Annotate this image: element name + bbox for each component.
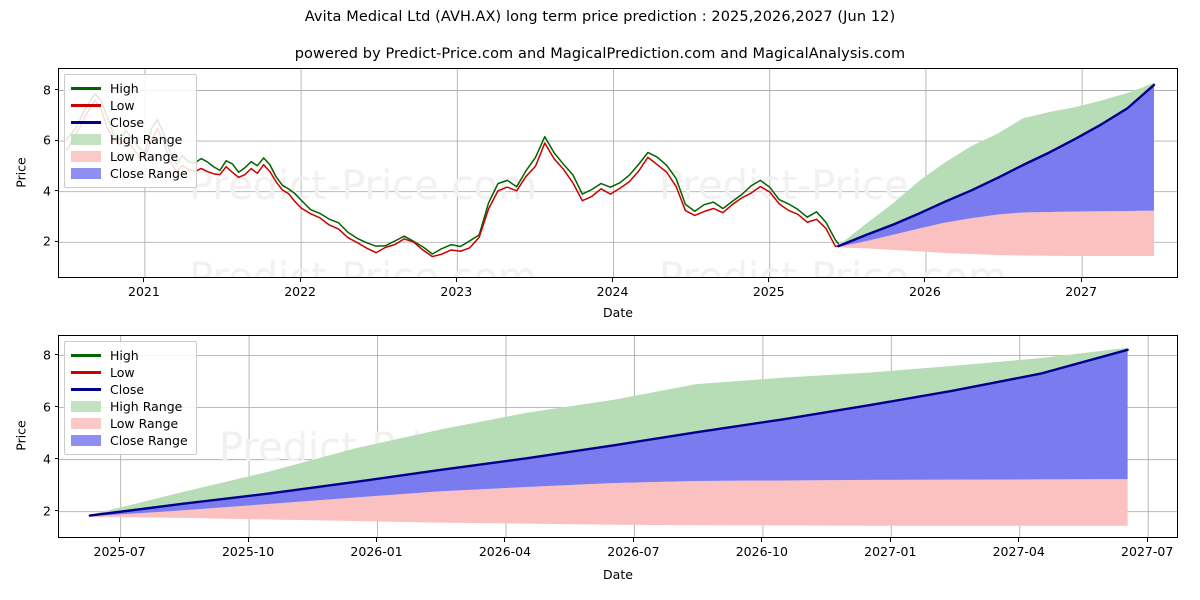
legend-item-low-range: Low Range [71, 148, 188, 165]
legend-item-close: Close [71, 114, 188, 131]
x-tick-label: 2027-04 [992, 544, 1045, 559]
x-tick-mark [889, 538, 891, 542]
legend-swatch-low-range-icon [71, 418, 101, 429]
legend-label: High Range [110, 132, 183, 147]
legend-label: High [110, 348, 139, 363]
x-tick-mark [455, 278, 457, 282]
y-tick-label: 6 [43, 132, 51, 148]
x-tick-label: 2024 [596, 284, 629, 299]
x-tick-mark [143, 278, 145, 282]
x-tick-label: 2026 [909, 284, 941, 299]
x-tick-label: 2022 [284, 284, 317, 299]
legend-label: High [110, 81, 139, 96]
legend-label: Low [110, 365, 135, 380]
legend-item-high: High [71, 347, 188, 364]
x-tick-mark [376, 538, 378, 542]
x-tick-mark [299, 278, 301, 282]
x-tick-label: 2025-10 [221, 544, 275, 559]
legend-item-close-range: Close Range [71, 432, 188, 449]
x-tick-label: 2026-07 [607, 544, 660, 559]
page-subtitle: powered by Predict-Price.com and Magical… [294, 46, 906, 62]
x-tick-label: 2027-01 [864, 544, 917, 559]
legend-label: Close [110, 115, 145, 130]
y-tick-mark [54, 458, 58, 460]
legend-swatch-low-icon [71, 371, 101, 374]
x-tick-label: 2026-04 [478, 544, 532, 559]
x-tick-label: 2027 [1065, 284, 1098, 299]
y-tick-mark [54, 510, 58, 512]
legend-label: Close Range [110, 433, 188, 448]
y-tick-label: 4 [43, 183, 51, 199]
svg-text:Predict-Price.com: Predict-Price.com [189, 163, 537, 209]
y-tick-mark [54, 89, 58, 90]
svg-text:Predict-Price.com: Predict-Price.com [659, 255, 1007, 278]
legend-label: Close Range [110, 166, 188, 181]
chart-top-plot-area: Predict-Price.com Predict-Price.com Predic… [58, 68, 1178, 278]
legend-item-low: Low [71, 97, 188, 114]
x-tick-mark [1018, 538, 1020, 542]
x-tick-mark [612, 278, 614, 282]
legend-item-close: Close [71, 381, 188, 398]
legend-swatch-close-icon [71, 121, 101, 124]
legend-label: High Range [110, 399, 183, 414]
x-tick-label: 2023 [440, 284, 473, 299]
chart-top-legend: High Low Close High Range Low Range Close Ran… [64, 74, 197, 188]
x-tick-mark [1080, 278, 1082, 282]
legend-swatch-high-range-icon [71, 401, 101, 412]
legend-item-high: High [71, 80, 188, 97]
x-tick-mark [761, 538, 763, 542]
legend-item-high-range: High Range [71, 398, 188, 415]
x-tick-mark [247, 538, 249, 542]
y-tick-label: 6 [43, 399, 51, 415]
page-title: Avita Medical Ltd (AVH.AX) long term pri… [304, 9, 896, 25]
y-tick-label: 8 [43, 82, 51, 97]
x-tick-label: 2027-07 [1121, 544, 1174, 559]
y-tick-label: 2 [43, 503, 51, 519]
legend-swatch-close-range-icon [71, 168, 101, 179]
chart-bottom-x-axis-label: Date [603, 567, 633, 582]
x-tick-label: 2026-01 [350, 544, 403, 559]
legend-swatch-high-icon [71, 87, 101, 90]
legend-swatch-high-range-icon [71, 134, 101, 145]
y-tick-mark [54, 139, 58, 141]
y-tick-mark [54, 406, 58, 408]
legend-swatch-high-icon [71, 354, 101, 357]
y-tick-label: 2 [43, 233, 51, 249]
legend-swatch-low-range-icon [71, 151, 101, 162]
y-tick-label: 8 [43, 347, 51, 363]
legend-item-low-range: Low Range [71, 415, 188, 432]
chart-bottom-legend: High Low Close High Range Low Range Close Ran… [64, 341, 197, 455]
legend-label: Close [110, 382, 145, 397]
x-tick-mark [119, 538, 121, 542]
x-tick-label: 2026-10 [735, 544, 788, 559]
legend-swatch-close-range-icon [71, 435, 101, 446]
x-tick-mark [632, 538, 634, 542]
y-tick-mark [54, 354, 58, 356]
legend-label: Low Range [110, 416, 179, 431]
y-tick-mark [54, 240, 58, 242]
legend-label: Low [110, 98, 135, 113]
x-tick-mark [768, 278, 770, 282]
x-tick-mark [504, 538, 506, 542]
x-tick-label: 2021 [128, 284, 160, 299]
x-tick-label: 2025-07 [93, 544, 146, 559]
x-tick-mark [1146, 538, 1148, 542]
svg-text:Predict-Price.com: Predict-Price.com [189, 255, 537, 278]
x-tick-label: 2025 [752, 284, 785, 299]
legend-item-close-range: Close Range [71, 165, 188, 182]
x-tick-mark [924, 278, 926, 282]
legend-item-low: Low [71, 364, 188, 381]
legend-item-high-range: High Range [71, 131, 188, 148]
legend-label: Low Range [110, 149, 179, 164]
chart-top-x-axis-label: Date [603, 305, 633, 320]
legend-swatch-low-icon [71, 104, 101, 107]
y-tick-label: 4 [43, 451, 51, 467]
legend-swatch-close-icon [71, 388, 101, 391]
y-tick-mark [54, 190, 58, 192]
